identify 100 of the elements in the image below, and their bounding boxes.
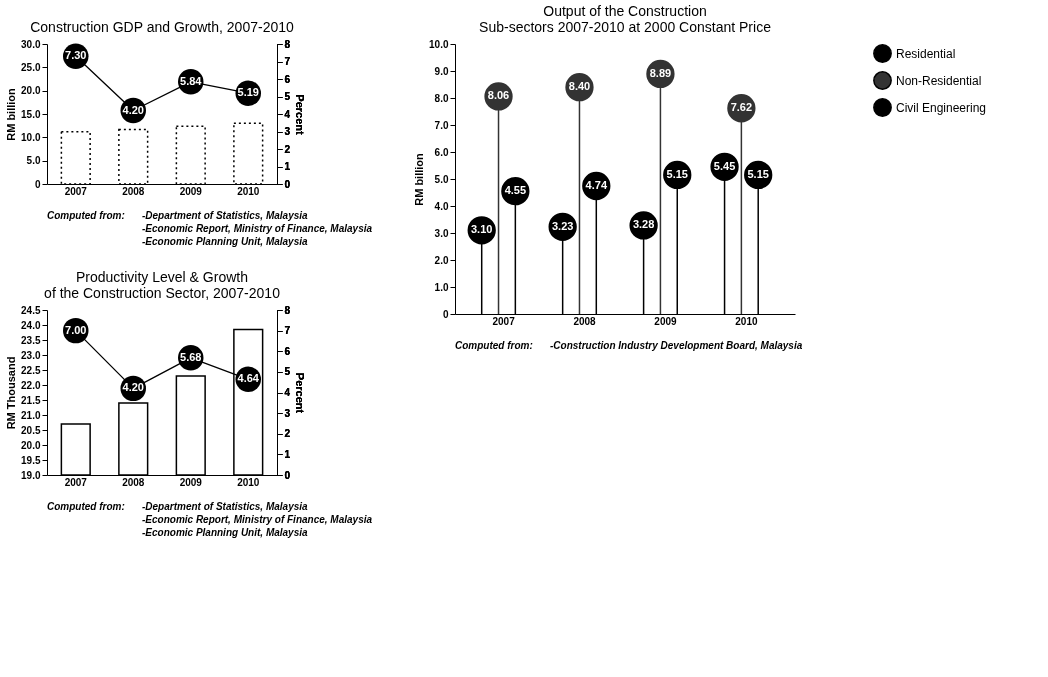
data-label: 3.10	[470, 223, 493, 236]
y-tick-label: 4.0	[434, 200, 449, 212]
x-tick-label: 2009	[179, 476, 203, 488]
x-tick-label: 2009	[179, 185, 203, 197]
y-tick-label: 20.0	[21, 85, 41, 97]
x-tick-label: 2008	[122, 185, 145, 197]
data-label: 7.00	[65, 323, 87, 336]
y-axis-title: RM billion	[5, 87, 18, 141]
y-tick-label: 10.0	[429, 38, 449, 50]
y-tick-label: 8.0	[434, 92, 449, 104]
text: -Construction Industry Development Board, Malaysia	[550, 340, 803, 351]
x-tick-label: 2007	[64, 476, 88, 488]
y2-tick-label: 6	[284, 345, 291, 357]
y2-tick-label: 3	[284, 126, 291, 137]
y-tick-label: 19.0	[21, 469, 41, 481]
x-tick-label: 2010	[237, 476, 260, 488]
y2-tick-label: 0	[284, 469, 291, 481]
legend-label: Non-Residential	[896, 73, 982, 88]
y2-tick-label: 7	[284, 325, 291, 337]
y-tick-label: 25.0	[21, 61, 41, 73]
y2-tick-label: 2	[284, 428, 291, 440]
data-label: 4.20	[122, 381, 144, 394]
y2-tick-label: 1	[284, 448, 291, 460]
legend-label: Civil Engineering	[896, 100, 987, 115]
y-tick-label: 20.5	[21, 424, 41, 436]
y-tick-label: 21.0	[21, 409, 41, 421]
data-label: 7.30	[65, 49, 87, 62]
y2-tick-label: 1	[284, 161, 291, 172]
text: Computed from:	[47, 210, 125, 221]
data-label: 5.15	[747, 167, 769, 180]
x-tick-label: 2008	[573, 315, 597, 327]
y-tick-label: 24.0	[21, 319, 41, 331]
y-tick-label: 0	[34, 178, 41, 190]
y2-tick-label: 8	[284, 38, 291, 50]
data-label: 4.55	[504, 184, 527, 197]
text: -Economic Report, Ministry of Finance, Malaysia	[142, 514, 373, 525]
y-tick-label: 20.0	[21, 439, 41, 451]
y2-tick-label: 4	[284, 108, 291, 120]
data-label: 5.15	[666, 167, 688, 180]
data-label: 4.20	[122, 103, 144, 116]
y-tick-label: 6.0	[434, 146, 449, 158]
y-tick-label: 19.5	[21, 454, 41, 466]
data-label: 5.84	[180, 74, 203, 87]
y2-tick-label: 8	[284, 304, 291, 316]
x-tick-label: 2010	[237, 185, 260, 197]
data-label: 4.74	[585, 179, 608, 192]
data-label: 5.19	[237, 86, 259, 99]
data-label: 5.45	[713, 159, 736, 172]
y-tick-label: 30.0	[21, 38, 41, 50]
text: -Department of Statistics, Malaysia	[142, 501, 309, 512]
y2-tick-label: 6	[284, 73, 291, 85]
y2-tick-label: 4	[284, 387, 291, 398]
data-label: 3.28	[632, 218, 655, 231]
y-axis-title: RM billion	[413, 152, 426, 206]
y2-tick-label: 7	[284, 56, 291, 67]
y-tick-label: 5.0	[26, 155, 41, 167]
x-tick-label: 2007	[492, 315, 516, 327]
y-tick-label: 5.0	[434, 173, 449, 185]
text: -Department of Statistics, Malaysia	[142, 210, 309, 221]
y2-tick-label: 2	[284, 143, 291, 155]
text: -Economic Report, Ministry of Finance, Malaysia	[142, 223, 373, 234]
y-tick-label: 9.0	[434, 65, 449, 77]
chart-title: Productivity Level & Growth of the Construction Sector, 2007-2010	[44, 269, 281, 301]
y-tick-label: 2.0	[434, 254, 449, 266]
y-tick-label: 1.0	[434, 281, 449, 293]
y-tick-label: 24.5	[21, 304, 41, 316]
data-label: 8.89	[649, 66, 672, 79]
x-tick-label: 2008	[122, 476, 145, 488]
y-tick-label: 7.0	[434, 119, 449, 131]
text: Computed from:	[455, 340, 533, 351]
y-tick-label: 10.0	[21, 131, 41, 143]
y-tick-label: 23.5	[21, 334, 41, 346]
y-axis-title: RM Thousand	[5, 356, 18, 430]
y-tick-label: 0	[442, 308, 449, 320]
data-label: 7.62	[730, 101, 753, 114]
text: Computed from:	[47, 501, 125, 512]
text: -Economic Planning Unit, Malaysia	[142, 527, 309, 538]
chart-title: Construction GDP and Growth, 2007-2010	[30, 19, 294, 35]
data-label: 8.40	[568, 80, 591, 93]
y-tick-label: 22.5	[21, 364, 41, 376]
data-label: 3.23	[551, 219, 574, 232]
y2-axis-title: Percent	[294, 372, 307, 414]
y2-tick-label: 5	[284, 91, 291, 102]
y-tick-label: 23.0	[21, 349, 41, 361]
chart-title: Output of the Construction Sub-sectors 2007-2010 at 2000 Constant Price	[479, 3, 772, 35]
data-label: 4.64	[237, 372, 260, 385]
y2-tick-label: 0	[284, 178, 291, 190]
x-tick-label: 2007	[64, 185, 88, 197]
y-tick-label: 22.0	[21, 379, 41, 391]
legend-label: Residential	[896, 46, 956, 61]
y-tick-label: 15.0	[21, 108, 41, 120]
x-tick-label: 2009	[654, 315, 678, 327]
y-tick-label: 3.0	[434, 227, 449, 239]
data-label: 5.68	[180, 350, 202, 363]
text: -Economic Planning Unit, Malaysia	[142, 236, 309, 247]
data-label: 8.06	[487, 89, 510, 102]
y-tick-label: 21.5	[21, 394, 41, 406]
y2-axis-title: Percent	[294, 94, 307, 136]
x-tick-label: 2010	[735, 315, 758, 327]
y2-tick-label: 5	[284, 366, 291, 378]
